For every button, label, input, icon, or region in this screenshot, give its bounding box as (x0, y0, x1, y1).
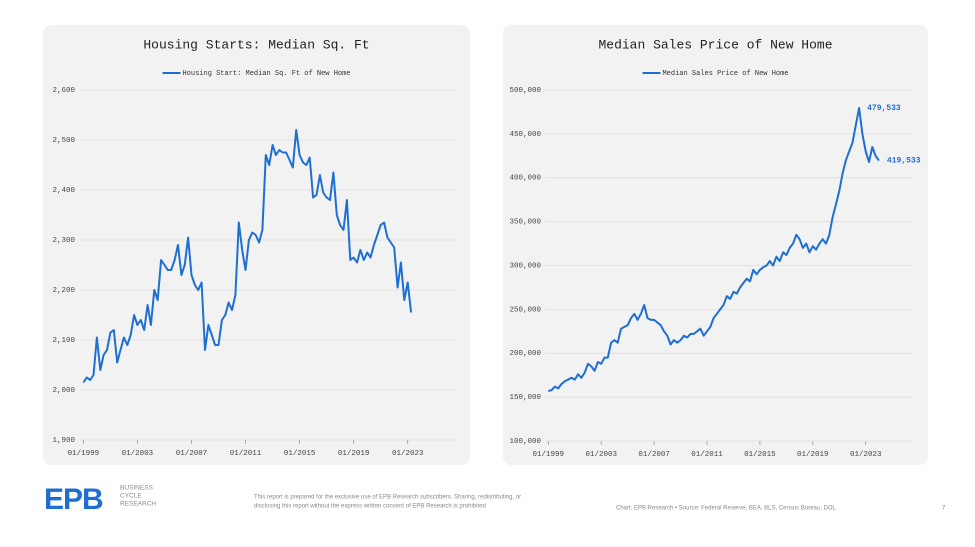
x-tick-label: 01/2007 (638, 451, 670, 459)
x-tick-label: 01/1999 (533, 451, 565, 459)
legend-label: Housing Start: Median Sq. Ft of New Home (182, 70, 350, 78)
source: Chart: EPB Research • Source: Federal Re… (616, 506, 837, 512)
y-tick-label: 300,000 (509, 262, 541, 270)
x-tick-label: 01/2019 (797, 451, 829, 459)
y-tick-label: 250,000 (509, 306, 541, 314)
y-tick-label: 2,000 (52, 387, 75, 395)
tagline: BUSINESS (120, 485, 154, 492)
panel (43, 25, 470, 465)
data-label: 479,533 (867, 104, 901, 113)
x-tick-label: 01/2007 (176, 450, 208, 458)
line-series (82, 129, 413, 384)
legend: Median Sales Price of New Home (642, 70, 789, 78)
x-tick-label: 01/2011 (230, 450, 262, 458)
x-tick-label: 01/2019 (338, 450, 370, 458)
chart-title: Housing Starts: Median Sq. Ft (143, 37, 369, 52)
x-tick-label: 01/2015 (744, 451, 776, 459)
y-tick-label: 200,000 (509, 350, 541, 358)
y-tick-label: 400,000 (509, 175, 541, 183)
chart-title: Median Sales Price of New Home (598, 37, 832, 52)
disclaimer: This report is prepared for the exclusiv… (254, 495, 521, 501)
data-label: 419,533 (887, 157, 921, 166)
y-tick-label: 350,000 (509, 219, 541, 227)
x-tick-label: 01/2003 (122, 450, 154, 458)
x-tick-label: 01/2023 (850, 451, 882, 459)
y-tick-label: 2,400 (52, 187, 75, 195)
y-tick-label: 2,500 (52, 137, 75, 145)
y-tick-label: 450,000 (509, 131, 541, 139)
x-tick-label: 01/2011 (691, 451, 723, 459)
panel (503, 25, 928, 465)
y-tick-label: 2,200 (52, 287, 75, 295)
y-tick-label: 2,100 (52, 337, 75, 345)
y-tick-label: 100,000 (509, 438, 541, 446)
x-tick-label: 01/1999 (68, 450, 100, 458)
legend: Housing Start: Median Sq. Ft of New Home (162, 70, 351, 78)
y-tick-label: 2,600 (52, 87, 75, 95)
logo: EPB (44, 483, 103, 516)
disclaimer: disclosing this report without the expre… (254, 504, 486, 510)
tagline: CYCLE (120, 493, 142, 500)
x-tick-label: 01/2003 (585, 451, 617, 459)
tagline: RESEARCH (120, 501, 156, 508)
y-tick-label: 150,000 (509, 394, 541, 402)
y-tick-label: 2,300 (52, 237, 75, 245)
line-series (548, 107, 880, 392)
x-tick-label: 01/2015 (284, 450, 316, 458)
page-number: 7 (942, 506, 946, 512)
y-tick-label: 1,900 (52, 437, 75, 445)
y-tick-label: 500,000 (509, 87, 541, 95)
x-tick-label: 01/2023 (392, 450, 424, 458)
legend-label: Median Sales Price of New Home (662, 70, 788, 78)
